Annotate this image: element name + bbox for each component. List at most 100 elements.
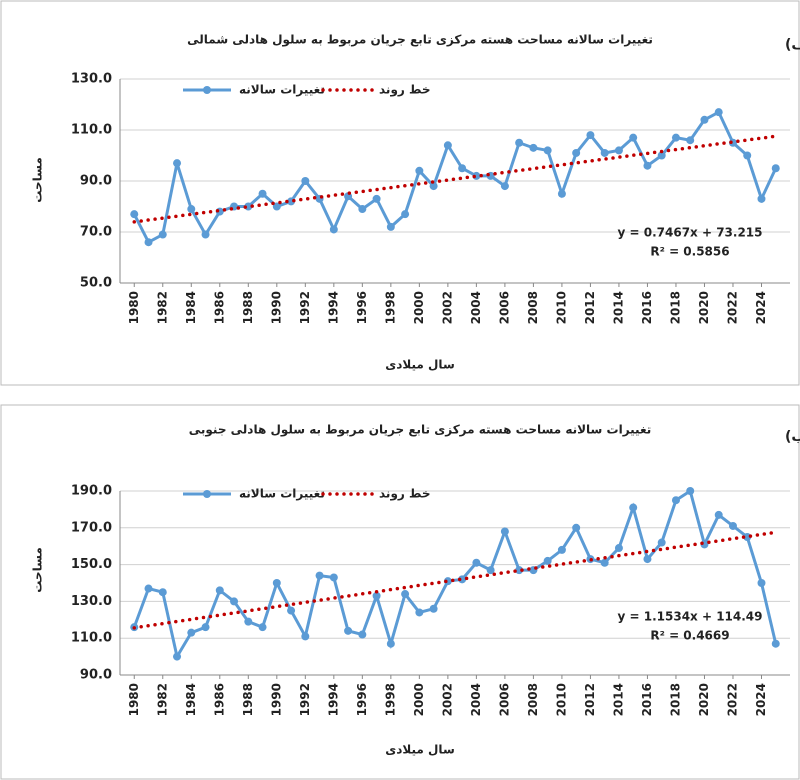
point [358,205,367,214]
point [743,151,752,160]
x-tick-label: 2014 [611,683,625,716]
point [301,632,310,641]
x-tick-label: 2008 [526,683,540,716]
y-tick-label: 170.0 [71,520,112,535]
panel-label: ب) [785,429,800,445]
x-tick-label: 2018 [668,291,682,324]
point [158,230,167,239]
x-tick-label: 2002 [440,683,454,716]
point [671,496,680,505]
x-tick-label: 2018 [668,683,682,716]
point [429,604,438,613]
x-tick-label: 1988 [241,683,255,716]
y-tick-label: 130.0 [71,594,112,609]
point [686,136,695,145]
x-tick-label: 2010 [554,683,568,716]
point [757,194,766,203]
y-axis-label: مساحت [31,157,45,203]
point [344,626,353,635]
x-tick-label: 2016 [640,683,654,716]
chart-title: تغییرات سالانه مساحت هسته مرکزی تابع جری… [187,33,653,48]
point [329,573,338,582]
x-tick-label: 2016 [640,291,654,324]
x-tick-label: 2000 [412,683,426,716]
point [287,606,296,615]
y-tick-label: 70.0 [80,225,112,240]
x-axis-label: سال میلادی [385,358,455,372]
point [158,588,167,597]
x-tick-label: 1980 [127,683,141,716]
point [728,521,737,530]
point [500,527,509,536]
x-tick-label: 2020 [697,291,711,324]
x-tick-label: 1990 [269,291,283,324]
point [358,630,367,639]
point [643,161,652,170]
x-tick-label: 1994 [326,291,340,324]
panel-frame [0,404,800,780]
x-tick-label: 1986 [212,291,226,324]
y-tick-label: 90.0 [80,174,112,189]
point [515,138,524,147]
point [144,238,153,247]
point [771,639,780,648]
point [443,141,452,150]
x-tick-label: 1988 [241,291,255,324]
point [714,510,723,519]
point [686,487,695,495]
point [572,148,581,157]
point [557,189,566,198]
point [643,555,652,564]
x-tick-label: 1992 [298,291,312,324]
point [272,579,281,587]
point [301,177,310,185]
x-tick-label: 1992 [298,683,312,716]
point [315,571,324,580]
y-tick-label: 110.0 [71,631,112,646]
point [201,623,210,632]
y-tick-label: 90.0 [80,668,112,683]
point [458,164,467,173]
point [629,503,638,512]
x-tick-label: 2024 [754,683,768,716]
point [543,556,552,565]
point [130,210,139,219]
point [472,558,481,567]
point [258,623,267,632]
x-tick-label: 2006 [497,291,511,324]
legend-swatch [203,490,211,498]
x-axis-label: سال میلادی [385,743,455,757]
point [230,597,239,606]
x-tick-label: 1996 [355,683,369,716]
point [543,146,552,155]
x-tick-label: 2024 [754,291,768,324]
point [586,131,595,140]
point [515,566,524,575]
point [201,230,210,239]
legend-label: تغییرات سالانه [239,83,325,97]
point [272,202,281,211]
x-tick-label: 2010 [554,291,568,324]
point [401,210,410,219]
point [529,143,538,152]
point [458,575,467,584]
y-tick-label: 50.0 [80,276,112,291]
x-tick-label: 2006 [497,683,511,716]
trend-line [132,530,778,630]
x-tick-label: 2022 [725,291,739,324]
point [771,164,780,173]
point [557,545,566,554]
x-tick-label: 2008 [526,291,540,324]
x-tick-label: 2022 [725,683,739,716]
point [144,584,153,593]
point [657,151,666,160]
series-line [132,110,778,245]
x-tick-label: 1986 [212,683,226,716]
panel-frame [0,0,800,386]
point [329,225,338,234]
chart-title: تغییرات سالانه مساحت هسته مرکزی تابع جری… [189,423,651,438]
annotation: y = 0.7467x + 73.215 [618,226,763,240]
x-tick-label: 1998 [383,291,397,324]
trend-line [132,134,778,224]
point [187,205,196,214]
